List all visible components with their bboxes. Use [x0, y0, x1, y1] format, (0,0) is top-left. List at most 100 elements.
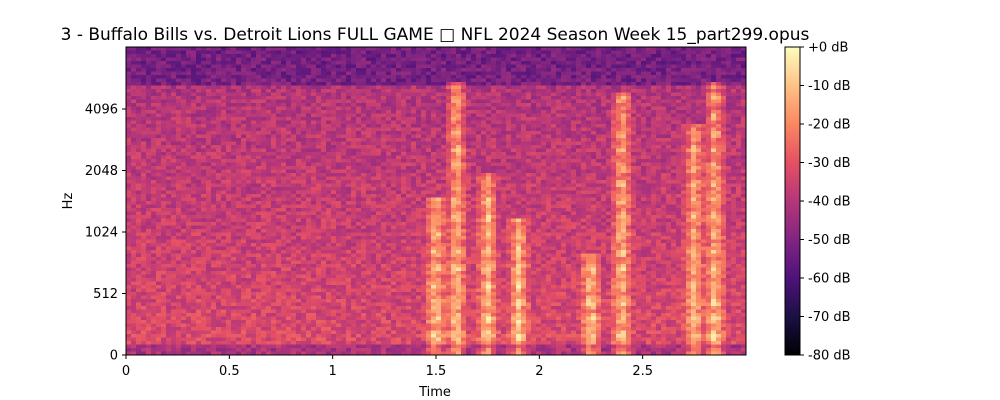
spectrogram-cell: [371, 306, 377, 310]
spectrogram-cell: [351, 78, 357, 83]
spectrogram-cell: [141, 176, 147, 181]
spectrogram-cell: [166, 295, 172, 300]
spectrogram-cell: [246, 337, 252, 342]
spectrogram-cell: [351, 183, 357, 188]
spectrogram-cell: [381, 281, 387, 286]
spectrogram-cell: [281, 148, 287, 153]
spectrogram-cell: [291, 204, 297, 209]
spectrogram-cell: [381, 106, 387, 111]
spectrogram-cell: [381, 208, 387, 212]
spectrogram-cell: [236, 285, 242, 289]
spectrogram-cell: [336, 208, 342, 212]
spectrogram-cell: [146, 225, 152, 230]
spectrogram-cell: [331, 218, 337, 223]
spectrogram-cell: [306, 145, 312, 149]
spectrogram-cell: [206, 57, 212, 62]
spectrogram-cell: [151, 281, 157, 286]
spectrogram-cell: [201, 278, 207, 282]
spectrogram-cell: [131, 103, 137, 107]
spectrogram-cell: [151, 267, 157, 272]
spectrogram-cell: [321, 78, 327, 83]
spectrogram-cell: [391, 176, 397, 181]
spectrogram-cell: [221, 330, 227, 335]
spectrogram-cell: [296, 176, 302, 181]
spectrogram-cell: [396, 141, 402, 146]
spectrogram-cell: [251, 229, 257, 233]
spectrogram-cell: [166, 243, 172, 247]
spectrogram-cell: [351, 159, 357, 163]
spectrogram-cell: [181, 50, 187, 55]
spectrogram-cell: [381, 162, 387, 167]
spectrogram-cell: [406, 120, 412, 125]
spectrogram-cell: [156, 243, 162, 247]
spectrogram-cell: [126, 316, 132, 321]
spectrogram-cell: [331, 243, 337, 247]
spectrogram-cell: [141, 225, 147, 230]
spectrogram-cell: [371, 267, 377, 272]
spectrogram-cell: [371, 288, 377, 293]
spectrogram-cell: [396, 309, 402, 314]
spectrogram-cell: [336, 267, 342, 272]
spectrogram-cell: [261, 54, 267, 58]
spectrogram-cell: [336, 190, 342, 195]
spectrogram-cell: [141, 99, 147, 104]
spectrogram-cell: [181, 99, 187, 104]
spectrogram-cell: [316, 278, 322, 282]
spectrogram-cell: [136, 145, 142, 149]
spectrogram-cell: [351, 243, 357, 247]
spectrogram-cell: [186, 320, 192, 324]
spectrogram-cell: [236, 47, 242, 51]
spectrogram-cell: [186, 260, 192, 265]
spectrogram-cell: [216, 306, 222, 310]
spectrogram-cell: [161, 127, 167, 132]
spectrogram-cell: [171, 194, 177, 198]
spectrogram-cell: [286, 194, 292, 198]
spectrogram-cell: [366, 267, 372, 272]
spectrogram-cell: [316, 183, 322, 188]
spectrogram-cell: [341, 57, 347, 62]
spectrogram-cell: [406, 274, 412, 279]
spectrogram-cell: [331, 61, 337, 65]
spectrogram-cell: [136, 194, 142, 198]
spectrogram-cell: [246, 141, 252, 146]
spectrogram-cell: [201, 159, 207, 163]
spectrogram-cell: [266, 295, 272, 300]
spectrogram-cell: [196, 243, 202, 247]
spectrogram-cell: [351, 201, 357, 205]
spectrogram-cell: [311, 250, 317, 254]
spectrogram-cell: [316, 306, 322, 310]
spectrogram-cell: [201, 110, 207, 114]
spectrogram-cell: [216, 204, 222, 209]
spectrogram-cell: [181, 274, 187, 279]
spectrogram-cell: [406, 204, 412, 209]
spectrogram-cell: [286, 337, 292, 342]
spectrogram-cell: [156, 295, 162, 300]
spectrogram-cell: [216, 243, 222, 247]
spectrogram-cell: [191, 285, 197, 289]
spectrogram-cell: [201, 351, 207, 356]
spectrogram-cell: [236, 267, 242, 272]
spectrogram-cell: [321, 267, 327, 272]
spectrogram-cell: [306, 337, 312, 342]
spectrogram-cell: [136, 351, 142, 356]
spectrogram-cell: [276, 194, 282, 198]
spectrogram-cell: [211, 320, 217, 324]
spectrogram-cell: [291, 89, 297, 93]
spectrogram-cell: [361, 313, 367, 317]
spectrogram-cell: [206, 169, 212, 174]
spectrogram-cell: [296, 232, 302, 237]
spectrogram-cell: [166, 215, 172, 219]
spectrogram-cell: [316, 169, 322, 174]
spectrogram-cell: [241, 71, 247, 76]
spectrogram-cell: [296, 82, 302, 86]
spectrogram-cell: [316, 120, 322, 125]
spectrogram-cell: [381, 197, 387, 202]
spectrogram-cell: [316, 152, 322, 156]
spectrogram-cell: [396, 306, 402, 310]
spectrogram-cell: [131, 166, 137, 170]
spectrogram-cell: [191, 302, 197, 307]
spectrogram-cell: [316, 201, 322, 205]
spectrogram-cell: [281, 274, 287, 279]
spectrogram-cell: [126, 225, 132, 230]
spectrogram-cell: [306, 131, 312, 135]
